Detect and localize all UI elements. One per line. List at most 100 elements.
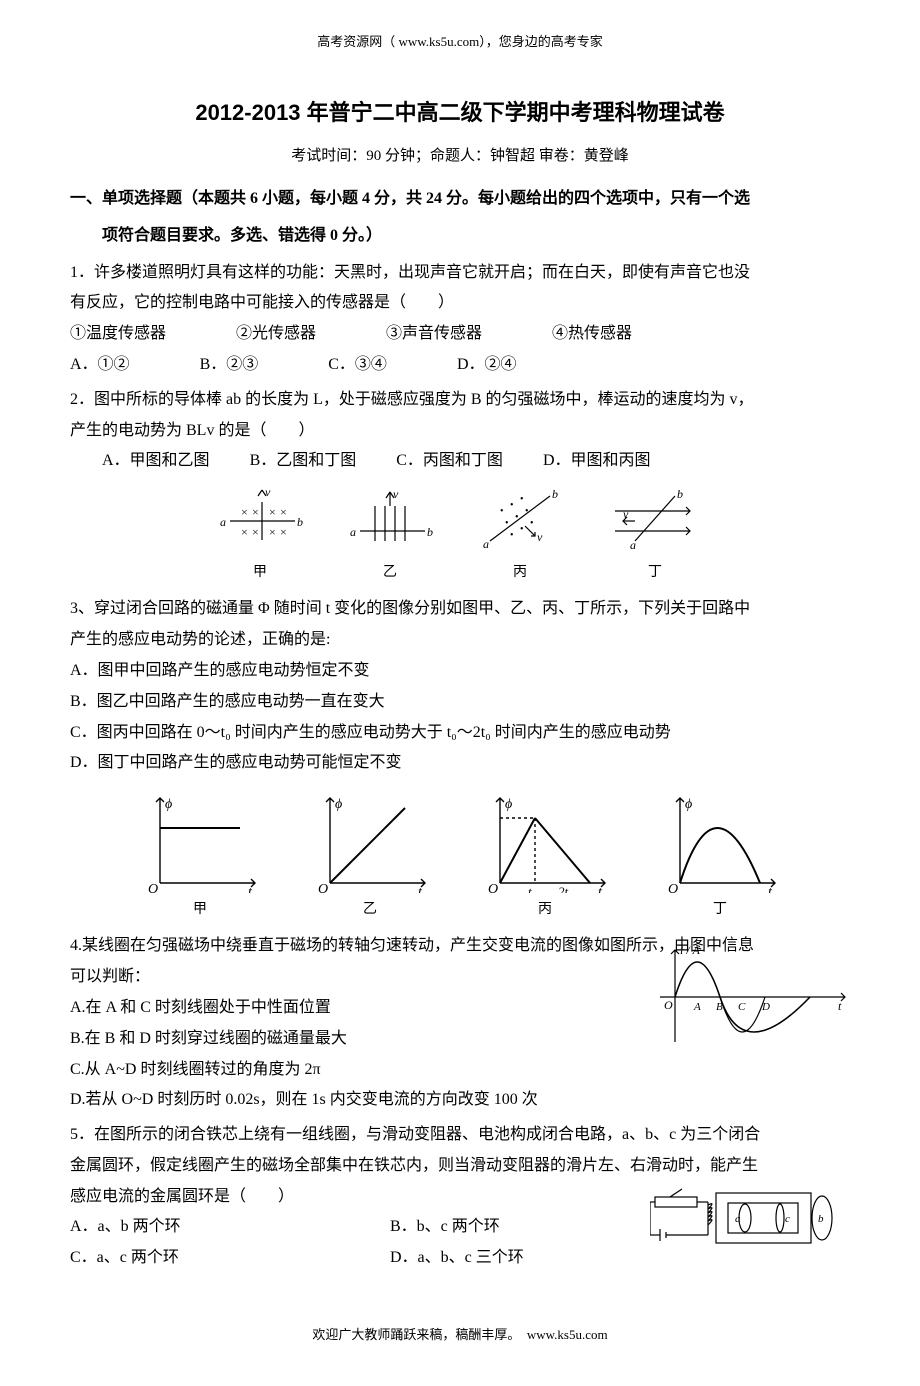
axis-y-label: ϕ <box>335 797 342 812</box>
svg-text:×: × <box>280 505 287 519</box>
svg-text:×: × <box>252 505 259 519</box>
q1-item-4: ④热传感器 <box>552 320 632 349</box>
q2-opt-d: D．甲图和丙图 <box>543 447 651 476</box>
q5-circuit-diagram: a c b <box>650 1185 840 1255</box>
mark-c: C <box>738 1001 746 1013</box>
q3-label-bing: 丙 <box>538 902 552 917</box>
tick-t0: t₀ <box>528 884 536 893</box>
svg-text:a: a <box>630 538 636 552</box>
svg-text:×: × <box>269 525 276 539</box>
question-5: 5．在图所示的闭合铁芯上绕有一组线圈，与滑动变阻器、电池构成闭合电路，a、b、c… <box>70 1121 850 1273</box>
question-3: 3、穿过闭合回路的磁通量 Φ 随时间 t 变化的图像分别如图甲、乙、丙、丁所示，… <box>70 595 850 922</box>
svg-text:×: × <box>241 505 248 519</box>
q3-opt-c: C．图丙中回路在 0～t₀ 时间内产生的感应电动势大于 t₀～2t₀ 时间内产生… <box>70 719 850 748</box>
axis-origin: O <box>148 882 158 893</box>
exam-subtitle: 考试时间：90 分钟；命题人：钟智超 审卷：黄登峰 <box>70 143 850 170</box>
mark-d: D <box>761 1001 770 1013</box>
q2-label-jia: 甲 <box>253 565 267 580</box>
svg-text:•: • <box>520 524 524 535</box>
q5-figure: a c b <box>650 1185 840 1266</box>
svg-text:•: • <box>525 506 529 517</box>
q3-text-l2: 产生的感应电动势的论述，正确的是: <box>70 626 850 655</box>
q1-opt-d: D．②④ <box>457 351 517 380</box>
section-1-heading-l1: 一、单项选择题（本题共 6 小题，每小题 4 分，共 24 分。每小题给出的四个… <box>70 185 850 214</box>
svg-text:•: • <box>500 506 504 517</box>
q3-opt-d: D．图丁中回路产生的感应电动势可能恒定不变 <box>70 749 850 778</box>
q5-opt-a: A．a、b 两个环 <box>70 1213 350 1242</box>
svg-text:×: × <box>269 505 276 519</box>
svg-text:b: b <box>297 515 303 529</box>
q2-diagram-ding: b a v <box>605 486 705 556</box>
q2-text-l2: 产生的电动势为 BLv 的是（ ） <box>70 417 850 446</box>
page-header: 高考资源网（ www.ks5u.com），您身边的高考专家 <box>70 30 850 53</box>
q2-options: A．甲图和乙图 B．乙图和丁图 C．丙图和丁图 D．甲图和丙图 <box>70 447 850 476</box>
svg-text:•: • <box>515 512 519 523</box>
q3-fig-bing: ϕ t O t₀ 2t₀ 丙 <box>480 793 610 922</box>
q5-opt-c: C．a、c 两个环 <box>70 1244 350 1273</box>
axis-origin: O <box>668 882 678 893</box>
axis-y-label: ϕ <box>505 797 512 812</box>
axis-y-label: ϕ <box>685 797 692 812</box>
q3-label-yi: 乙 <box>363 902 377 917</box>
svg-text:×: × <box>241 525 248 539</box>
q3-fig-ding: ϕ t O 丁 <box>660 793 780 922</box>
q2-opt-a: A．甲图和乙图 <box>102 447 210 476</box>
q3-fig-jia: ϕ t O 甲 <box>140 793 260 922</box>
q3-opt-a: A．图甲中回路产生的感应电动势恒定不变 <box>70 657 850 686</box>
q4-figure: i / A t O A B C D <box>650 942 850 1063</box>
section-1-heading-l2: 项符合题目要求。多选、错选得 0 分。） <box>70 222 850 251</box>
tick-2t0: 2t₀ <box>558 884 573 893</box>
q2-label-ding: 丁 <box>648 565 662 580</box>
mark-a: A <box>693 1001 701 1013</box>
ring-c-label: c <box>785 1213 790 1225</box>
q4-opt-d: D.若从 O~D 时刻历时 0.02s，则在 1s 内交变电流的方向改变 100… <box>70 1086 850 1115</box>
svg-text:•: • <box>510 530 514 541</box>
q2-opt-b: B．乙图和丁图 <box>250 447 357 476</box>
q1-opt-a: A．①② <box>70 351 130 380</box>
q1-sensor-list: ①温度传感器 ②光传感器 ③声音传感器 ④热传感器 <box>70 320 850 349</box>
q1-text-l1: 1．许多楼道照明灯具有这样的功能：天黑时，出现声音它就开启；而在白天，即使有声音… <box>70 259 850 288</box>
svg-text:×: × <box>252 525 259 539</box>
q2-label-yi: 乙 <box>383 565 397 580</box>
q3-chart-yi: ϕ t O <box>310 793 430 893</box>
q3-fig-yi: ϕ t O 乙 <box>310 793 430 922</box>
svg-text:a: a <box>350 525 356 539</box>
q1-item-3: ③声音传感器 <box>386 320 482 349</box>
q3-label-ding: 丁 <box>713 902 727 917</box>
question-4: 4.某线圈在匀强磁场中绕垂直于磁场的转轴匀速转动，产生交变电流的图像如图所示，由… <box>70 932 850 1115</box>
q2-label-bing: 丙 <box>513 565 527 580</box>
q5-text-l2: 金属圆环，假定线圈产生的磁场全部集中在铁芯内，则当滑动变阻器的滑片左、右滑动时，… <box>70 1152 850 1181</box>
svg-text:v: v <box>537 530 543 544</box>
q3-chart-bing: ϕ t O t₀ 2t₀ <box>480 793 610 893</box>
svg-text:b: b <box>552 487 558 501</box>
svg-text:×: × <box>280 525 287 539</box>
q1-item-1: ①温度传感器 <box>70 320 166 349</box>
mark-b: B <box>716 1001 723 1013</box>
axis-origin: O <box>488 882 498 893</box>
svg-text:v: v <box>393 487 399 501</box>
q3-chart-ding: ϕ t O <box>660 793 780 893</box>
q2-fig-jia: ×××× ×××× ab v 甲 <box>215 486 305 585</box>
q5-opt-d: D．a、b、c 三个环 <box>390 1244 524 1273</box>
q1-item-2: ②光传感器 <box>236 320 316 349</box>
svg-text:•: • <box>505 518 509 529</box>
q3-figures: ϕ t O 甲 ϕ t O 乙 <box>70 793 850 922</box>
q3-text-l1: 3、穿过闭合回路的磁通量 Φ 随时间 t 变化的图像分别如图甲、乙、丙、丁所示，… <box>70 595 850 624</box>
q3-opt-b: B．图乙中回路产生的感应电动势一直在变大 <box>70 688 850 717</box>
q2-diagram-yi: a b v <box>345 486 435 556</box>
exam-title: 2012-2013 年普宁二中高二级下学期中考理科物理试卷 <box>70 93 850 133</box>
q3-chart-jia: ϕ t O <box>140 793 260 893</box>
axis-y-label: i / A <box>680 943 700 957</box>
q5-opt-b: B．b、c 两个环 <box>390 1213 500 1242</box>
svg-text:v: v <box>623 507 629 521</box>
q2-fig-bing: ••• ••• ••• a b v 丙 <box>475 486 565 585</box>
q1-opt-b: B．②③ <box>200 351 259 380</box>
ring-a-label: a <box>735 1213 741 1225</box>
axis-origin: O <box>318 882 328 893</box>
q5-text-l1: 5．在图所示的闭合铁芯上绕有一组线圈，与滑动变阻器、电池构成闭合电路，a、b、c… <box>70 1121 850 1150</box>
q2-diagram-jia: ×××× ×××× ab v <box>215 486 305 556</box>
svg-text:•: • <box>510 500 514 511</box>
q2-figures: × × × × × × × × a b v 甲 a b v <box>70 486 850 585</box>
ring-b-label: b <box>818 1213 824 1225</box>
q2-diagram-bing: ••• ••• ••• a b v <box>475 486 565 556</box>
